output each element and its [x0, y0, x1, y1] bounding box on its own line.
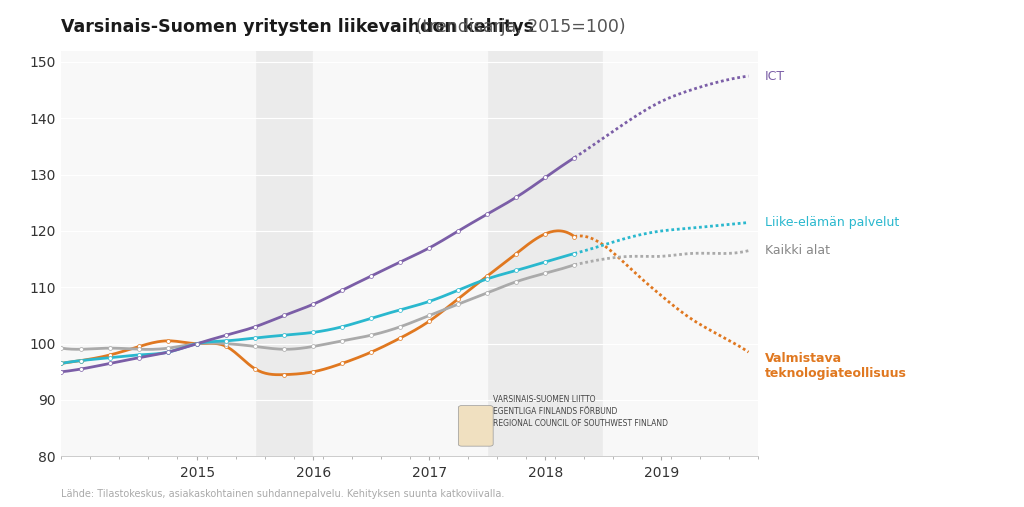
Text: Lähde: Tilastokeskus, asiakaskohtainen suhdannepalvelu. Kehityksen suunta katkov: Lähde: Tilastokeskus, asiakaskohtainen s…	[61, 489, 505, 499]
Text: VARSINAIS-SUOMEN LIITTO
EGENTLIGA FINLANDS FÖRBUND
REGIONAL COUNCIL OF SOUTHWEST: VARSINAIS-SUOMEN LIITTO EGENTLIGA FINLAN…	[494, 395, 668, 428]
Bar	[313, 51, 487, 456]
FancyBboxPatch shape	[459, 406, 494, 446]
Text: Valmistava
teknologiateollisuus: Valmistava teknologiateollisuus	[765, 352, 906, 380]
Text: Varsinais-Suomen yritysten liikevaihdon kehitys: Varsinais-Suomen yritysten liikevaihdon …	[61, 18, 535, 36]
Text: Kaikki alat: Kaikki alat	[765, 244, 829, 257]
Text: Liike-elämän palvelut: Liike-elämän palvelut	[765, 216, 899, 229]
Bar	[603, 51, 758, 456]
Bar	[61, 51, 255, 456]
Text: (trendisarja, 2015=100): (trendisarja, 2015=100)	[411, 18, 626, 36]
Text: ICT: ICT	[765, 69, 784, 83]
